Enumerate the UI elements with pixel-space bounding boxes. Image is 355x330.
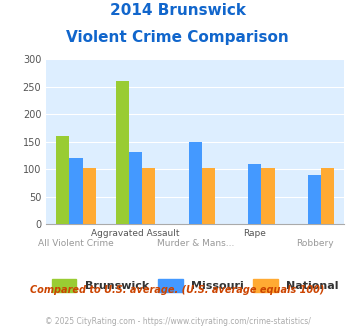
Bar bbox=[70, 158, 82, 224]
Bar bbox=[116, 82, 129, 224]
Bar bbox=[129, 152, 142, 224]
Bar bbox=[202, 168, 215, 224]
Bar bbox=[248, 164, 261, 224]
Bar bbox=[261, 168, 274, 224]
Text: Murder & Mans...: Murder & Mans... bbox=[157, 239, 234, 248]
Text: Violent Crime Comparison: Violent Crime Comparison bbox=[66, 30, 289, 45]
Text: Compared to U.S. average. (U.S. average equals 100): Compared to U.S. average. (U.S. average … bbox=[30, 285, 325, 295]
Text: Robbery: Robbery bbox=[296, 239, 333, 248]
Bar bbox=[56, 136, 70, 224]
Text: © 2025 CityRating.com - https://www.cityrating.com/crime-statistics/: © 2025 CityRating.com - https://www.city… bbox=[45, 317, 310, 326]
Bar bbox=[142, 168, 155, 224]
Bar bbox=[321, 168, 334, 224]
Bar bbox=[189, 142, 202, 224]
Text: Aggravated Assault: Aggravated Assault bbox=[91, 229, 180, 238]
Bar bbox=[82, 168, 95, 224]
Text: 2014 Brunswick: 2014 Brunswick bbox=[109, 3, 246, 18]
Text: All Violent Crime: All Violent Crime bbox=[38, 239, 114, 248]
Text: Rape: Rape bbox=[244, 229, 266, 238]
Bar bbox=[308, 175, 321, 224]
Legend: Brunswick, Missouri, National: Brunswick, Missouri, National bbox=[51, 280, 339, 292]
